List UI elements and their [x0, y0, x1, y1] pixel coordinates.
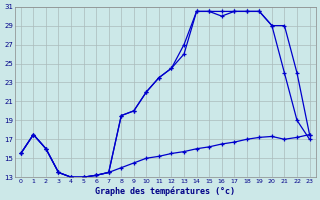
X-axis label: Graphe des températures (°c): Graphe des températures (°c) [95, 186, 235, 196]
